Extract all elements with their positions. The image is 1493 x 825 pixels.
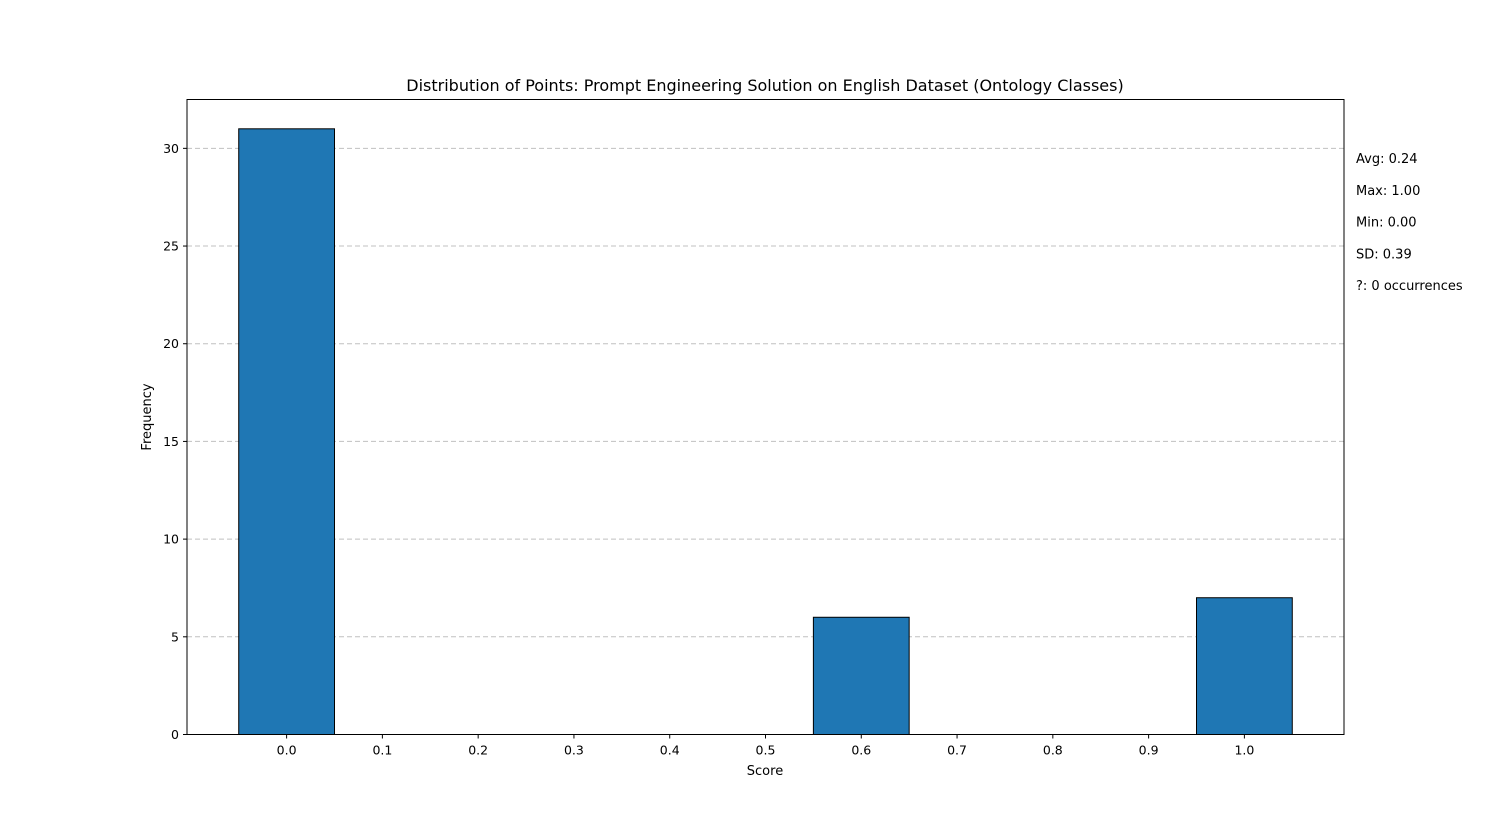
x-tick-label: 0.1: [372, 743, 392, 758]
x-tick-label: 0.3: [564, 743, 584, 758]
chart-title: Distribution of Points: Prompt Engineeri…: [406, 76, 1123, 95]
stats-panel: Avg: 0.24 Max: 1.00 Min: 0.00 SD: 0.39 ?: 0 …: [1356, 152, 1463, 294]
stat-line: SD: 0.39: [1356, 247, 1412, 262]
y-tick-label: 15: [163, 434, 179, 449]
y-tick-label: 30: [163, 141, 179, 156]
stat-line: ?: 0 occurrences: [1356, 279, 1463, 294]
y-axis-ticks: 0 5 10 15 20 25 30: [163, 141, 187, 742]
x-tick-label: 0.4: [660, 743, 680, 758]
x-tick-label: 0.6: [851, 743, 871, 758]
y-tick-label: 0: [171, 727, 179, 742]
stat-line: Avg: 0.24: [1356, 152, 1418, 167]
grid-lines: [187, 147, 1344, 638]
x-tick-label: 0.9: [1139, 743, 1159, 758]
y-tick-label: 10: [163, 532, 179, 547]
bar-0.6: [812, 616, 910, 735]
x-tick-label: 0.7: [947, 743, 967, 758]
x-tick-label: 1.0: [1234, 743, 1254, 758]
y-tick-label: 20: [163, 336, 179, 351]
x-tick-label: 0.0: [277, 743, 297, 758]
x-tick-label: 0.8: [1043, 743, 1063, 758]
x-axis-label: Score: [747, 764, 783, 779]
y-tick-label: 25: [163, 239, 179, 254]
stat-line: Max: 1.00: [1356, 184, 1420, 199]
bar-1.0: [1196, 597, 1293, 735]
bar-0.0: [238, 128, 335, 736]
x-tick-label: 0.5: [756, 743, 776, 758]
x-axis-ticks: 0.0 0.1 0.2 0.3 0.4 0.5 0.6 0.7 0.8 0.9 1.0: [277, 734, 1254, 758]
plot-area-frame: [186, 99, 1345, 735]
x-tick-label: 0.2: [468, 743, 488, 758]
y-axis-label: Frequency: [140, 383, 155, 450]
bars: [238, 128, 1293, 736]
stat-line: Min: 0.00: [1356, 216, 1417, 231]
y-tick-label: 5: [171, 629, 179, 644]
